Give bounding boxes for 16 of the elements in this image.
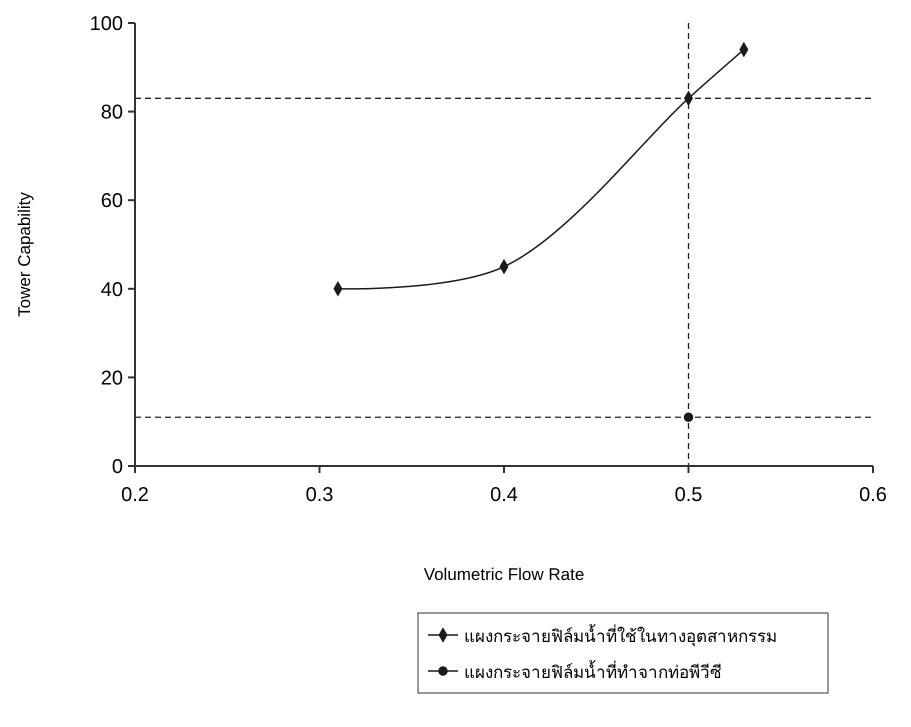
x-tick-label: 0.3	[306, 484, 334, 506]
y-axis-title: Tower Capability	[15, 192, 34, 317]
y-tick-label: 100	[90, 13, 123, 35]
point	[684, 412, 694, 422]
x-axis-title: Volumetric Flow Rate	[424, 565, 584, 584]
x-tick-label: 0.4	[490, 484, 518, 506]
x-tick-label: 0.5	[674, 484, 702, 506]
y-tick-label: 80	[100, 102, 123, 124]
y-tick-label: 40	[100, 278, 123, 301]
legend-label: แผงกระจายฟิล์มน้ำที่ทำจากท่อพีวีซี	[464, 660, 722, 682]
legend-label: แผงกระจายฟิล์มน้ำที่ใช้ในทางอุตสาหกรรม	[464, 624, 777, 647]
y-tick-label: 60	[100, 190, 123, 212]
y-tick-label: 20	[100, 367, 123, 390]
x-tick-label: 0.6	[859, 484, 887, 506]
y-tick-label: 0	[112, 456, 123, 478]
x-tick-label: 0.2	[121, 484, 149, 506]
